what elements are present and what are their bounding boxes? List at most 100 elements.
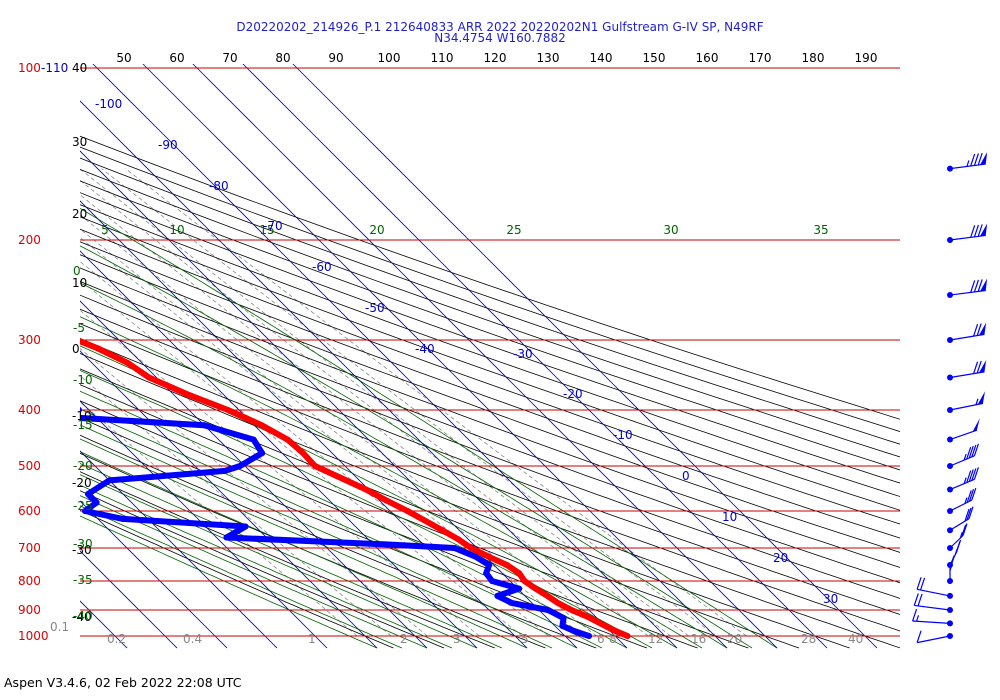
dewpoint-point <box>93 499 100 506</box>
moist-label-left: -20 <box>73 459 93 473</box>
wind-barb <box>947 278 988 299</box>
wind-barb-staff <box>949 499 973 512</box>
wind-barb <box>947 523 968 551</box>
dewpoint-point <box>483 570 490 577</box>
wind-barb-half <box>959 531 963 539</box>
isotherm-line <box>92 64 678 649</box>
temperature-point <box>363 486 370 493</box>
wind-barb-full <box>962 523 968 536</box>
isotherm-label: -40 <box>415 342 435 356</box>
dewpoint-point <box>545 607 551 613</box>
moist-label-top: 5 <box>101 223 109 237</box>
mixing-ratio-label: 8 <box>609 632 617 646</box>
temperature-point <box>516 570 523 577</box>
wind-barb <box>947 506 974 534</box>
moist-label-left: -15 <box>73 418 93 432</box>
temperature-point <box>584 613 591 620</box>
wind-barb-staff <box>949 371 985 379</box>
pressure-label: 500 <box>18 459 41 473</box>
wind-barb-half <box>975 398 979 405</box>
wind-barb-full <box>966 470 972 483</box>
pressure-label: -110 <box>41 61 68 75</box>
dewpoint-point <box>223 534 230 541</box>
wind-barb-full <box>966 507 972 521</box>
temperature-point <box>568 607 575 613</box>
wind-barb <box>947 152 988 172</box>
moist-adiabat <box>80 474 478 649</box>
dry-adiabat <box>80 323 900 632</box>
pressure-label: 100 <box>18 61 41 75</box>
height-label: 0 <box>72 342 80 356</box>
isotherm-line <box>80 300 428 649</box>
wind-barb-full <box>973 153 980 166</box>
dry-adiabat <box>80 352 850 649</box>
isotherm-line <box>292 64 878 649</box>
pressure-label: 200 <box>18 233 41 247</box>
wind-barb <box>947 555 955 584</box>
isotherm-label: -90 <box>158 138 178 152</box>
wind-barb <box>947 487 977 514</box>
temperature-point <box>532 585 539 592</box>
top-scale-label: 140 <box>590 51 613 65</box>
mixing-ratio-line <box>80 347 428 637</box>
mixing-ratio-label: 2 <box>400 632 408 646</box>
pressure-label: 900 <box>18 603 41 617</box>
wind-barb-full <box>972 361 979 374</box>
isotherm-line <box>80 400 328 649</box>
temperature-point <box>485 553 492 560</box>
wind-barb-staff <box>949 478 975 491</box>
dewpoint-point <box>47 413 53 419</box>
dry-adiabat <box>80 228 900 525</box>
wind-barb-full <box>973 279 980 293</box>
isotherm-line <box>192 64 778 649</box>
dry-adiabat <box>80 135 900 420</box>
pressure-label: 300 <box>18 333 41 347</box>
wind-barb <box>947 391 986 413</box>
mixing-ratio-label: 20 <box>727 632 742 646</box>
dry-adiabat <box>80 368 800 649</box>
wind-barb-full <box>972 323 979 337</box>
top-scale-label: 130 <box>537 51 560 65</box>
mixing-ratio-line <box>101 168 717 637</box>
wind-barb-full <box>971 468 977 481</box>
wind-barb-half <box>949 564 953 571</box>
wind-barb-staff <box>912 620 951 624</box>
wind-barb-full <box>968 506 974 519</box>
pressure-label: 800 <box>18 574 41 588</box>
wind-barb-full <box>968 445 974 459</box>
wind-barb-half <box>964 497 968 504</box>
dry-adiabat <box>80 471 495 649</box>
dewpoint-point <box>489 578 495 584</box>
top-scale-label: 110 <box>431 51 454 65</box>
mixing-ratio-label: 6 <box>597 632 605 646</box>
isotherm-label: 10 <box>722 510 737 524</box>
wind-barb-staff <box>916 588 951 597</box>
moist-adiabat <box>80 505 403 649</box>
height-label: 10 <box>72 276 87 290</box>
moist-label-left: -30 <box>73 537 93 551</box>
dewpoint-point <box>119 515 126 522</box>
dry-adiabat <box>80 204 900 497</box>
wind-barb-flag <box>972 418 980 432</box>
dewpoint-point <box>472 553 479 560</box>
dry-adiabat <box>80 180 900 471</box>
height-label: 20 <box>72 207 87 221</box>
temperature-point <box>609 626 616 633</box>
mixing-ratio-label: 0.4 <box>183 632 202 646</box>
dry-adiabat <box>80 254 900 553</box>
height-label: -10 <box>72 409 92 423</box>
wind-barb-full <box>916 630 922 643</box>
wind-barb-staff <box>949 402 984 411</box>
moist-label-left: -25 <box>73 499 93 513</box>
wind-barb-full <box>961 524 967 538</box>
wind-barb-full <box>973 443 979 457</box>
mixing-ratio-label: 16 <box>691 632 706 646</box>
moist-label-left: -5 <box>73 321 85 335</box>
moist-label-top: 25 <box>506 223 521 237</box>
dry-adiabat <box>80 192 900 484</box>
mixing-ratio-label: 0.2 <box>107 632 126 646</box>
dewpoint-point <box>494 592 501 599</box>
wind-barb-half <box>963 477 967 484</box>
temperature-line <box>80 338 631 639</box>
wind-barb-full <box>977 152 983 166</box>
